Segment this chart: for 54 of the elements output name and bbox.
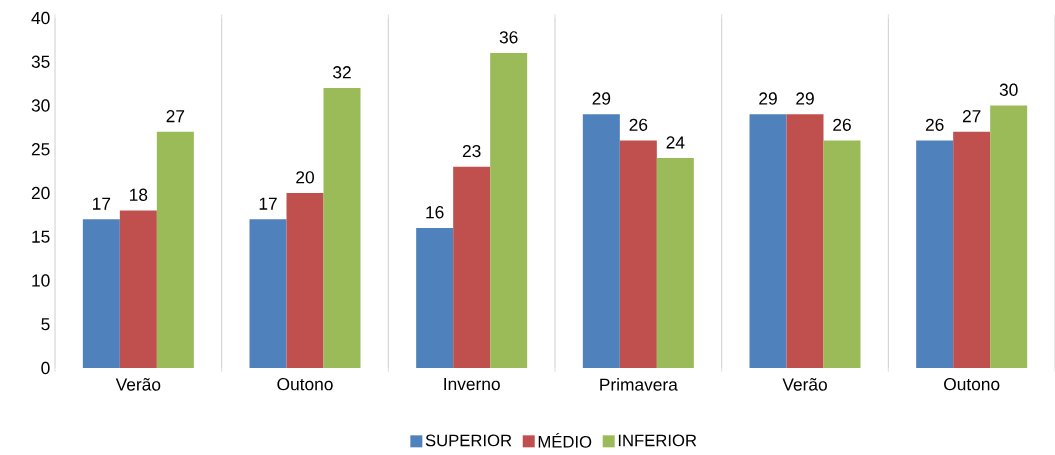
- data-label: 16: [426, 206, 444, 219]
- bar: [490, 53, 528, 368]
- data-label: 17: [259, 197, 277, 210]
- data-label: 30: [999, 83, 1018, 96]
- bar: [953, 131, 991, 368]
- data-label: 27: [962, 110, 981, 123]
- y-tick-label: 15: [32, 230, 50, 243]
- legend-label: INFERIOR: [618, 434, 697, 447]
- x-tick-label: Primavera: [600, 378, 678, 391]
- y-tick-label: 10: [32, 274, 50, 287]
- y-tick-label: 20: [31, 186, 50, 200]
- y-tick-label: 35: [31, 55, 50, 68]
- data-label: 23: [462, 144, 481, 158]
- x-tick-label: Outono: [277, 378, 333, 391]
- bar: [453, 166, 491, 368]
- bar: [619, 140, 657, 368]
- legend-label: SUPERIOR: [425, 434, 512, 447]
- data-label: 29: [796, 92, 814, 105]
- x-tick-label: Outono: [944, 378, 1000, 391]
- bar: [249, 219, 287, 368]
- legend-label: MÉDIO: [538, 433, 592, 448]
- data-label: 18: [130, 188, 148, 201]
- x-tick-label: Verão: [115, 378, 161, 391]
- y-tick-label: 25: [31, 143, 50, 156]
- x-tick-label: Verão: [782, 378, 827, 391]
- x-tick-label: Inverno: [444, 378, 500, 391]
- bar: [786, 114, 824, 368]
- bar: [156, 131, 194, 368]
- data-label: 29: [759, 92, 777, 105]
- y-tick-label: 0: [41, 361, 50, 375]
- data-label: 26: [833, 118, 851, 131]
- data-label: 36: [499, 31, 518, 44]
- y-tick-label: 40: [31, 11, 50, 25]
- bar: [656, 158, 694, 368]
- data-label: 29: [592, 92, 611, 105]
- y-tick-label: 30: [31, 99, 50, 112]
- data-label: 20: [296, 171, 314, 184]
- bar: [990, 105, 1028, 368]
- data-label: 24: [666, 136, 685, 149]
- bar: [82, 219, 120, 368]
- y-tick-label: 5: [41, 318, 50, 331]
- data-label: 26: [629, 118, 648, 131]
- bar: [119, 210, 157, 368]
- bar: [749, 114, 787, 368]
- bar: [582, 114, 620, 368]
- bar: [416, 228, 454, 368]
- bar: [323, 88, 361, 368]
- bar: [286, 193, 324, 368]
- bar: [916, 140, 954, 368]
- data-label: 27: [166, 110, 185, 123]
- bar: [823, 140, 861, 368]
- data-label: 26: [925, 118, 944, 131]
- data-label: 32: [333, 66, 351, 79]
- data-label: 17: [93, 197, 111, 210]
